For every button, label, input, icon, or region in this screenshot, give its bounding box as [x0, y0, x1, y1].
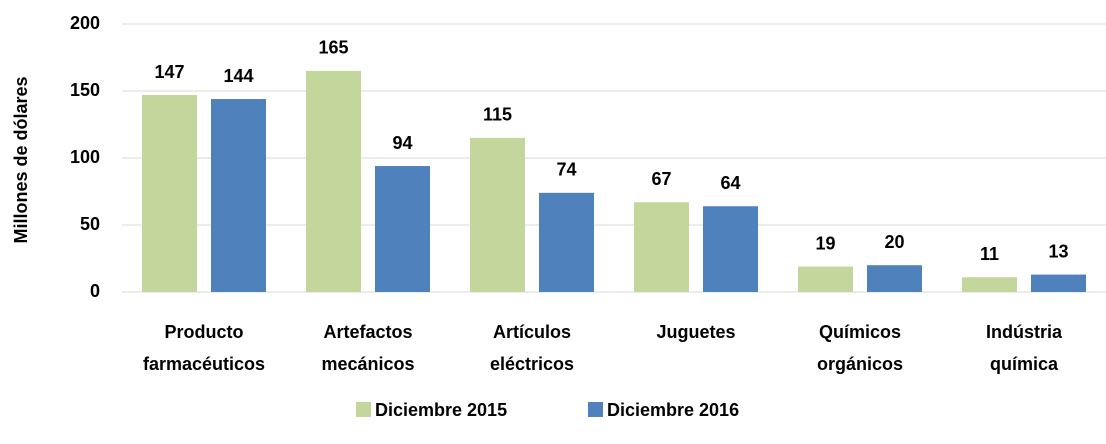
bar	[634, 202, 689, 292]
x-tick-label-line: mecánicos	[321, 354, 414, 374]
data-label: 20	[884, 232, 904, 252]
x-tick-label: Indústria química	[986, 322, 1063, 374]
bar	[211, 99, 266, 292]
x-tick-label-line: farmacéuticos	[143, 354, 265, 374]
y-tick-label: 200	[70, 13, 100, 33]
x-tick-label: Producto farmacéuticos	[143, 322, 265, 374]
bar	[703, 206, 758, 292]
y-tick-label: 50	[80, 214, 100, 234]
y-tick-label: 0	[90, 281, 100, 301]
bar	[962, 277, 1017, 292]
x-tick-label-line: Artefactos	[323, 322, 412, 342]
data-label: 165	[318, 38, 348, 58]
data-label: 11	[980, 244, 999, 264]
y-axis-title: Millones de dólares	[11, 76, 31, 243]
x-tick-label-line: eléctricos	[490, 354, 574, 374]
x-tick-label: Artefactos mecánicos	[321, 322, 414, 374]
x-tick-label-line: Indústria	[986, 322, 1063, 342]
bar	[1031, 274, 1086, 292]
bar	[306, 70, 361, 293]
data-label: 19	[815, 233, 835, 253]
bar	[867, 265, 922, 292]
legend-label: Diciembre 2016	[607, 400, 739, 420]
bar	[798, 266, 853, 292]
x-tick-label: Juguetes	[656, 322, 735, 342]
y-tick-label: 100	[70, 147, 100, 167]
x-tick-label-line: orgánicos	[817, 354, 903, 374]
x-tick-label-line: Producto	[165, 322, 244, 342]
x-tick-label-line: Juguetes	[656, 322, 735, 342]
data-label: 147	[154, 62, 184, 82]
data-label: 64	[720, 173, 740, 193]
data-label: 74	[556, 160, 576, 180]
bar	[470, 137, 525, 292]
legend-label: Diciembre 2015	[375, 400, 507, 420]
x-tick-label: Artículos eléctricos	[490, 322, 574, 374]
data-label: 13	[1048, 241, 1068, 261]
data-label: 144	[223, 66, 253, 86]
y-tick-label: 150	[70, 80, 100, 100]
bar	[539, 192, 594, 292]
x-tick-label-line: química	[990, 354, 1059, 374]
legend-swatch	[356, 402, 371, 417]
legend-swatch	[588, 402, 603, 417]
data-label: 94	[392, 133, 412, 153]
bar	[142, 95, 197, 293]
x-tick-label-line: Artículos	[493, 322, 571, 342]
x-tick-label-line: Químicos	[819, 322, 901, 342]
data-label: 115	[483, 105, 512, 125]
data-label: 67	[651, 169, 671, 189]
bar	[375, 166, 430, 292]
x-tick-label: Químicos orgánicos	[817, 322, 903, 374]
